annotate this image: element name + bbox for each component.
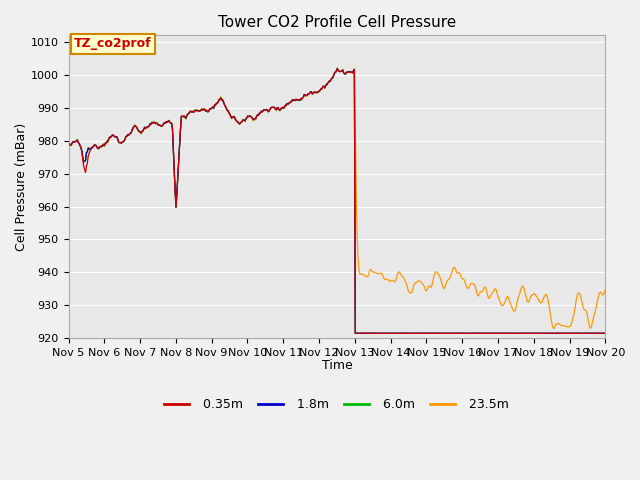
Y-axis label: Cell Pressure (mBar): Cell Pressure (mBar) xyxy=(15,123,28,251)
Legend:  0.35m,  1.8m,  6.0m,  23.5m: 0.35m, 1.8m, 6.0m, 23.5m xyxy=(159,393,515,416)
X-axis label: Time: Time xyxy=(321,360,352,372)
Text: TZ_co2prof: TZ_co2prof xyxy=(74,37,152,50)
Title: Tower CO2 Profile Cell Pressure: Tower CO2 Profile Cell Pressure xyxy=(218,15,456,30)
